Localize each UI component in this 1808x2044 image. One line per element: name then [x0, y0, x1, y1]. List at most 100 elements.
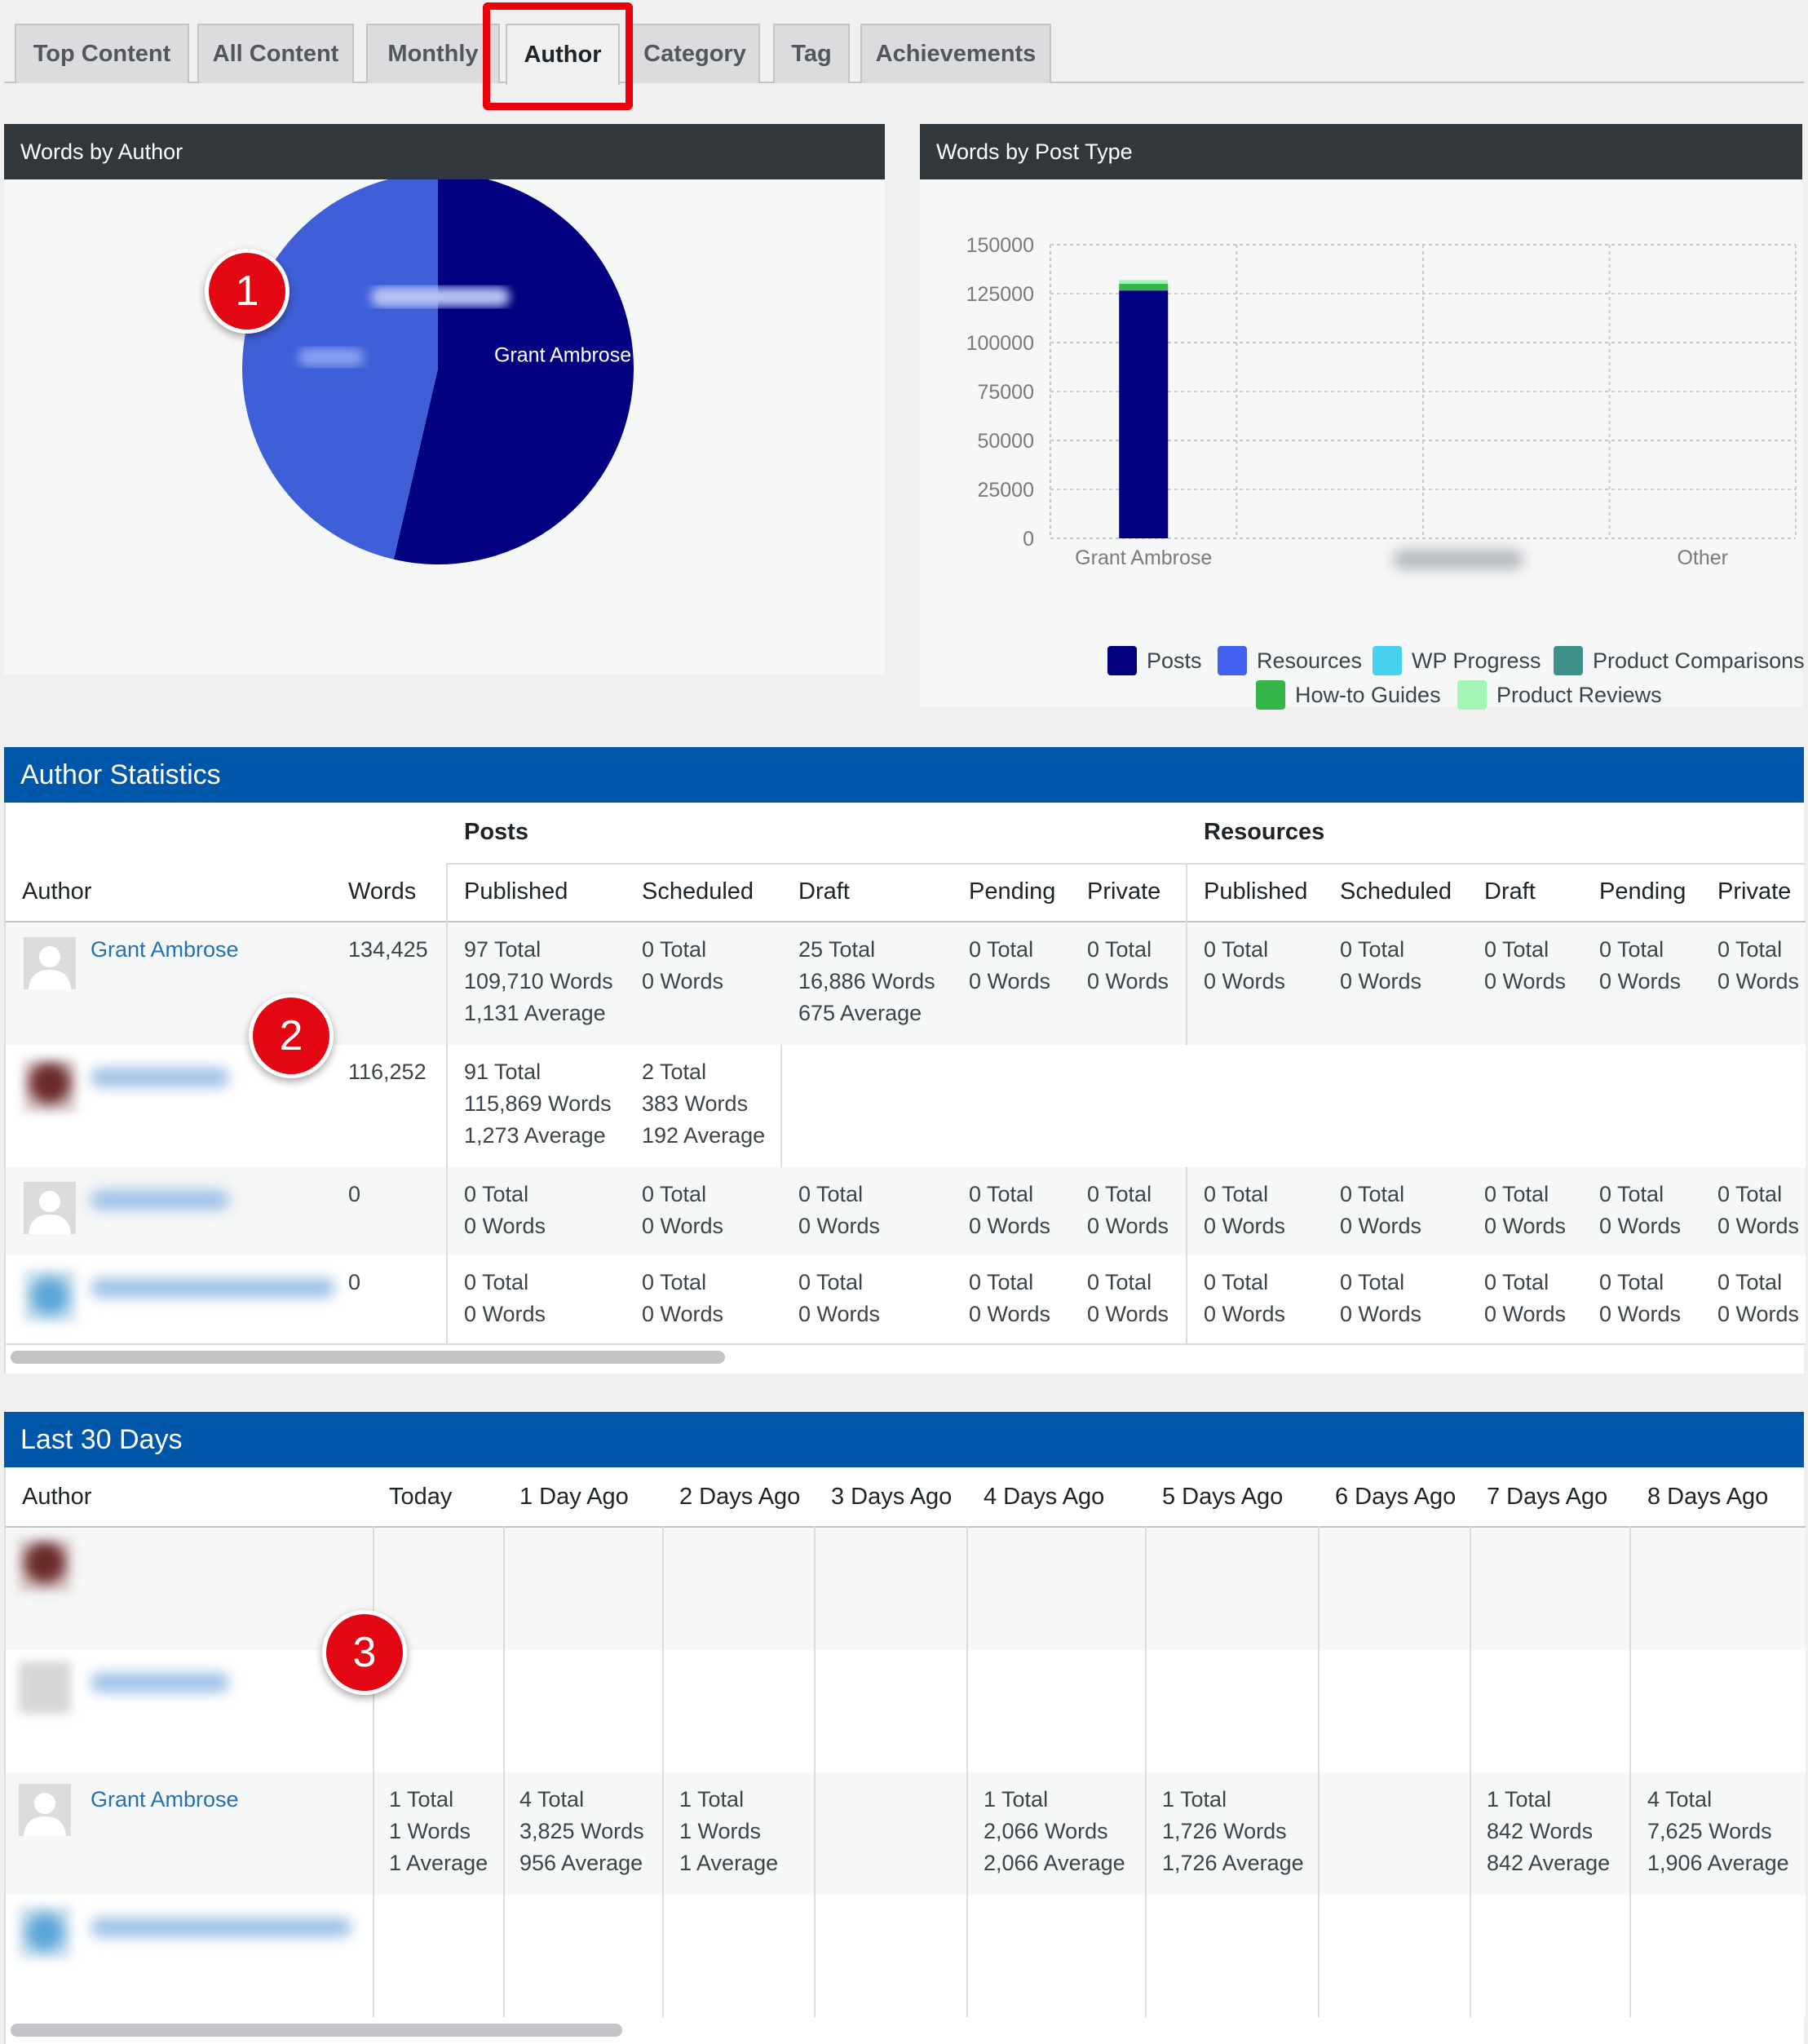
stat-cell: 0 Total 0 Words: [1717, 1182, 1800, 1238]
person-avatar-icon: [24, 1270, 76, 1322]
legend-swatch: [1554, 646, 1583, 675]
stat-cell: 97 Total 109,710 Words 1,131 Average: [464, 937, 613, 1025]
words-by-post-type-panel: Words by Post Type 150000 125000 100000 750…: [920, 124, 1805, 710]
legend-item[interactable]: Resources: [1218, 646, 1362, 675]
pie-slice-label: Grant Ambrose: [494, 343, 631, 366]
pie-top-label-redacted: [371, 287, 510, 307]
legend-item[interactable]: How-to Guides: [1256, 680, 1441, 710]
column-header: Scheduled: [1340, 878, 1452, 905]
day-cell: 1 Total 1,726 Words 1,726 Average: [1162, 1787, 1304, 1875]
legend-item[interactable]: Product Comparisons: [1554, 646, 1805, 675]
column-group-posts: Posts: [464, 819, 528, 845]
bar-chart: 150000 125000 100000 75000 50000 25000 0 Grant …: [966, 234, 1797, 569]
column-header: Private: [1717, 878, 1792, 905]
tab-bar: Top Content All Content Monthly Author C…: [4, 0, 1804, 85]
stat-cell: 0 Total 0 Words: [1340, 1270, 1422, 1326]
horizontal-scrollbar[interactable]: [11, 2024, 622, 2037]
legend-swatch: [1107, 646, 1137, 675]
divider: [662, 1526, 664, 2017]
pie-slice-1[interactable]: [242, 179, 438, 560]
column-header: Private: [1087, 878, 1161, 905]
bar-segment-5-0[interactable]: [1119, 280, 1169, 284]
words-value: 0: [348, 1182, 361, 1206]
category-label-redacted: [1393, 550, 1523, 569]
stat-cell: 0 Total 0 Words: [798, 1270, 881, 1326]
tab-author[interactable]: Author: [506, 24, 620, 85]
stat-cell: 0 Total 0 Words: [1484, 1182, 1567, 1238]
person-avatar-icon: [19, 1906, 71, 1958]
stat-cell: 2 Total 383 Words 192 Average: [642, 1060, 766, 1148]
legend-label: How-to Guides: [1295, 682, 1441, 707]
day-cell: 1 Total 1 Words 1 Average: [679, 1787, 779, 1875]
stat-cell: 0 Total 0 Words: [969, 937, 1051, 993]
column-header: 1 Day Ago: [519, 1484, 629, 1510]
x-tick-label: Other: [1677, 546, 1728, 569]
day-cell: 1 Total 842 Words 842 Average: [1487, 1787, 1611, 1875]
author-name-redacted: [91, 1190, 229, 1210]
column-header: 3 Days Ago: [831, 1484, 953, 1510]
words-by-author-panel: Words by Author Grant Ambrose: [4, 124, 885, 675]
column-header: 4 Days Ago: [984, 1484, 1105, 1510]
words-value: 116,252: [348, 1060, 427, 1084]
horizontal-scrollbar[interactable]: [11, 1351, 725, 1364]
stat-cell: 25 Total 16,886 Words 675 Average: [798, 937, 935, 1025]
stat-cell: 0 Total 0 Words: [642, 937, 724, 993]
stat-cell: 0 Total 0 Words: [1087, 937, 1169, 993]
tab-top-content[interactable]: Top Content: [15, 24, 189, 83]
words-value: 0: [348, 1270, 361, 1294]
person-avatar-icon: [24, 1060, 76, 1112]
day-cell: 1 Total 2,066 Words 2,066 Average: [984, 1787, 1125, 1875]
column-header: 8 Days Ago: [1647, 1484, 1769, 1510]
stat-cell: 0 Total 0 Words: [1340, 937, 1422, 993]
tab-achievements[interactable]: Achievements: [860, 24, 1051, 83]
author-link[interactable]: Grant Ambrose: [91, 937, 239, 962]
step-badge-3: 3: [322, 1610, 407, 1695]
divider: [373, 1526, 374, 2017]
bar-segment-0-0[interactable]: [1119, 290, 1169, 538]
author-name-redacted: [91, 1068, 229, 1087]
person-avatar-icon: [24, 937, 76, 989]
tab-all-content[interactable]: All Content: [197, 24, 354, 83]
y-tick-label: 50000: [977, 430, 1034, 453]
person-avatar-icon: [24, 1182, 76, 1234]
pie-slice-0[interactable]: [393, 179, 634, 564]
stat-cell: 91 Total 115,869 Words 1,273 Average: [464, 1060, 612, 1148]
legend-item[interactable]: Product Reviews: [1457, 680, 1662, 710]
bar-segment-4-0[interactable]: [1119, 283, 1169, 291]
active-tab-highlight: [483, 2, 633, 110]
table-row: [6, 1772, 1806, 1895]
person-avatar-icon: [19, 1661, 71, 1714]
header-divider: [6, 1526, 1806, 1528]
column-header: Published: [1204, 878, 1308, 905]
stat-cell: 0 Total 0 Words: [1087, 1182, 1169, 1238]
divider: [1629, 1526, 1631, 2017]
stat-cell: 0 Total 0 Words: [642, 1182, 724, 1238]
stat-cell: 0 Total 0 Words: [1340, 1182, 1422, 1238]
legend-item[interactable]: WP Progress: [1373, 646, 1541, 675]
tab-category[interactable]: Category: [630, 24, 760, 83]
divider: [814, 1526, 816, 2017]
table-row: [6, 1650, 1806, 1772]
legend-label: Posts: [1147, 648, 1202, 673]
legend-swatch: [1218, 646, 1247, 675]
y-tick-label: 150000: [966, 234, 1034, 257]
stat-cell: 0 Total 0 Words: [1204, 937, 1286, 993]
legend-item[interactable]: Posts: [1107, 646, 1202, 675]
x-tick-label: Grant Ambrose: [1075, 546, 1212, 569]
author-link[interactable]: Grant Ambrose: [91, 1787, 239, 1812]
table-row: [6, 1895, 1806, 2017]
tab-monthly[interactable]: Monthly: [366, 24, 500, 83]
pie-slice-label-redacted: [298, 348, 364, 367]
legend-label: Product Comparisons: [1593, 648, 1805, 673]
words-value: 134,425: [348, 937, 428, 962]
tab-tag[interactable]: Tag: [773, 24, 850, 83]
column-header: 2 Days Ago: [679, 1484, 801, 1510]
stat-cell: 0 Total 0 Words: [642, 1270, 724, 1326]
divider: [780, 1045, 782, 1167]
divider: [446, 863, 1806, 865]
stat-cell: 0 Total 0 Words: [1484, 937, 1567, 993]
person-avatar-icon: [19, 1539, 71, 1591]
divider: [6, 1343, 1806, 1345]
legend-swatch: [1457, 680, 1487, 710]
author-name-redacted: [91, 1673, 229, 1692]
